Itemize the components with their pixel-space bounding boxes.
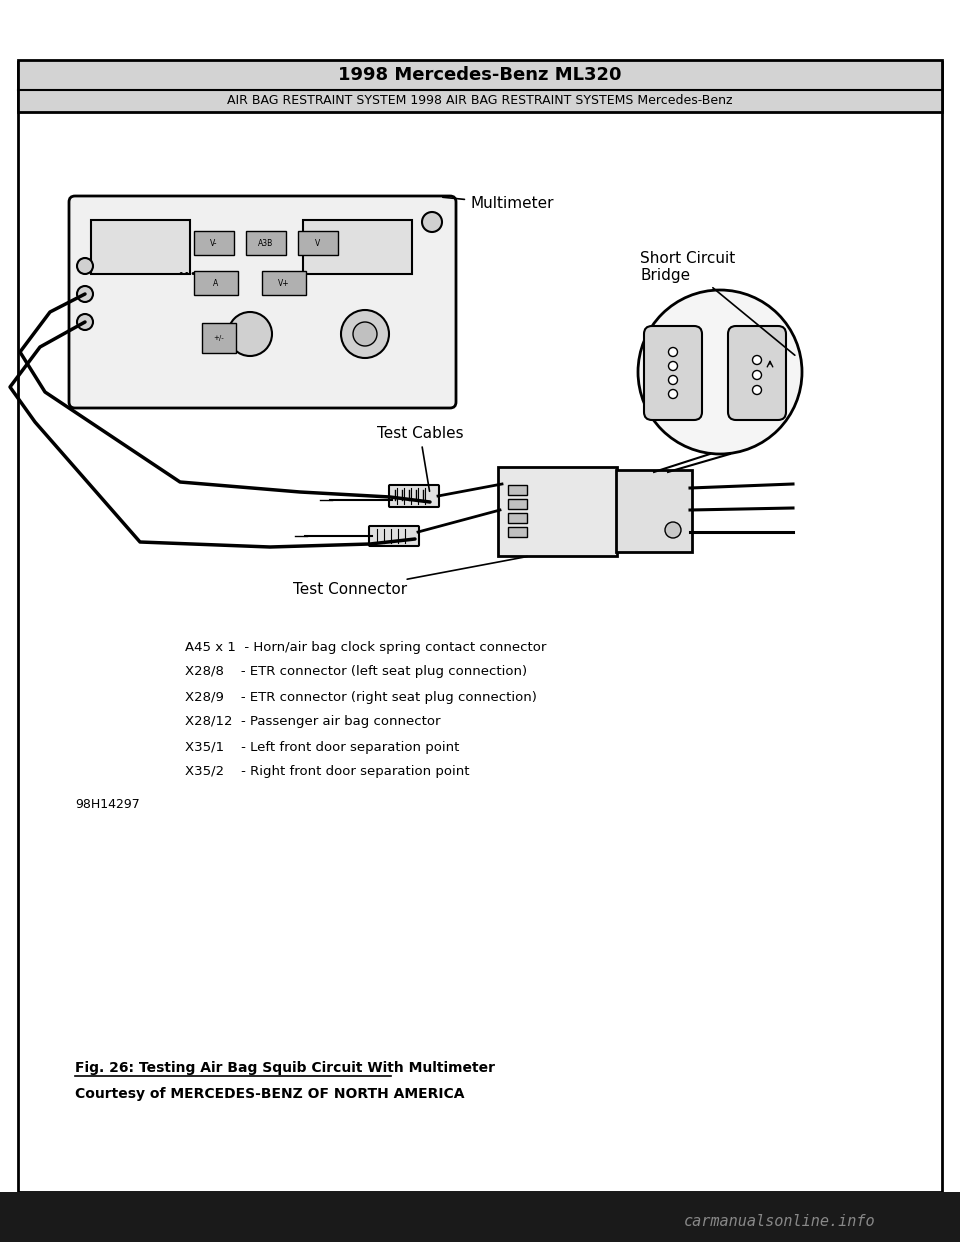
Text: +/-: +/-	[214, 335, 225, 342]
Circle shape	[77, 286, 93, 302]
Text: Test Cables: Test Cables	[376, 426, 464, 492]
Text: A: A	[213, 278, 219, 287]
FancyBboxPatch shape	[498, 467, 617, 556]
Circle shape	[753, 370, 761, 380]
FancyBboxPatch shape	[644, 325, 702, 420]
FancyBboxPatch shape	[18, 62, 942, 1192]
FancyBboxPatch shape	[508, 513, 526, 523]
Text: X35/2    - Right front door separation point: X35/2 - Right front door separation poin…	[185, 765, 469, 779]
FancyBboxPatch shape	[728, 325, 786, 420]
Circle shape	[668, 390, 678, 399]
Circle shape	[668, 348, 678, 356]
Text: A45 x 1  - Horn/air bag clock spring contact connector: A45 x 1 - Horn/air bag clock spring cont…	[185, 641, 546, 653]
Text: Multimeter: Multimeter	[443, 196, 554, 211]
FancyBboxPatch shape	[389, 484, 439, 507]
Text: Fig. 26: Testing Air Bag Squib Circuit With Multimeter: Fig. 26: Testing Air Bag Squib Circuit W…	[75, 1061, 495, 1076]
Text: A3B: A3B	[258, 238, 274, 247]
Circle shape	[353, 322, 377, 347]
Circle shape	[422, 212, 442, 232]
Circle shape	[228, 312, 272, 356]
Text: 1998 Mercedes-Benz ML320: 1998 Mercedes-Benz ML320	[338, 66, 622, 84]
Text: •••: •••	[178, 270, 197, 279]
FancyBboxPatch shape	[194, 231, 234, 255]
FancyBboxPatch shape	[298, 231, 338, 255]
FancyBboxPatch shape	[508, 527, 526, 537]
Circle shape	[77, 258, 93, 274]
Text: V-: V-	[210, 238, 218, 247]
FancyBboxPatch shape	[508, 484, 526, 494]
FancyBboxPatch shape	[18, 60, 942, 112]
Text: X35/1    - Left front door separation point: X35/1 - Left front door separation point	[185, 740, 460, 754]
FancyBboxPatch shape	[303, 220, 412, 274]
Circle shape	[638, 289, 802, 455]
Text: V+: V+	[278, 278, 290, 287]
FancyBboxPatch shape	[262, 271, 306, 296]
Circle shape	[753, 355, 761, 364]
Circle shape	[668, 361, 678, 370]
FancyBboxPatch shape	[69, 196, 456, 409]
Text: X28/9    - ETR connector (right seat plug connection): X28/9 - ETR connector (right seat plug c…	[185, 691, 537, 703]
Circle shape	[668, 375, 678, 385]
FancyBboxPatch shape	[369, 527, 419, 546]
Text: carmanualsonline.info: carmanualsonline.info	[684, 1215, 876, 1230]
FancyBboxPatch shape	[194, 271, 238, 296]
Text: 98H14297: 98H14297	[75, 799, 140, 811]
FancyBboxPatch shape	[508, 498, 526, 508]
Circle shape	[753, 385, 761, 395]
FancyBboxPatch shape	[91, 220, 190, 274]
Text: AIR BAG RESTRAINT SYSTEM 1998 AIR BAG RESTRAINT SYSTEMS Mercedes-Benz: AIR BAG RESTRAINT SYSTEM 1998 AIR BAG RE…	[228, 94, 732, 108]
Text: X28/12  - Passenger air bag connector: X28/12 - Passenger air bag connector	[185, 715, 441, 729]
Text: X28/8    - ETR connector (left seat plug connection): X28/8 - ETR connector (left seat plug co…	[185, 666, 527, 678]
Text: Short Circuit
Bridge: Short Circuit Bridge	[640, 251, 795, 355]
Text: Test Connector: Test Connector	[293, 556, 527, 597]
FancyBboxPatch shape	[616, 469, 692, 551]
Circle shape	[341, 310, 389, 358]
Circle shape	[665, 522, 681, 538]
Text: Courtesy of MERCEDES-BENZ OF NORTH AMERICA: Courtesy of MERCEDES-BENZ OF NORTH AMERI…	[75, 1087, 465, 1100]
FancyBboxPatch shape	[0, 1192, 960, 1242]
Circle shape	[77, 314, 93, 330]
FancyBboxPatch shape	[246, 231, 286, 255]
FancyBboxPatch shape	[202, 323, 236, 353]
Text: V: V	[316, 238, 321, 247]
